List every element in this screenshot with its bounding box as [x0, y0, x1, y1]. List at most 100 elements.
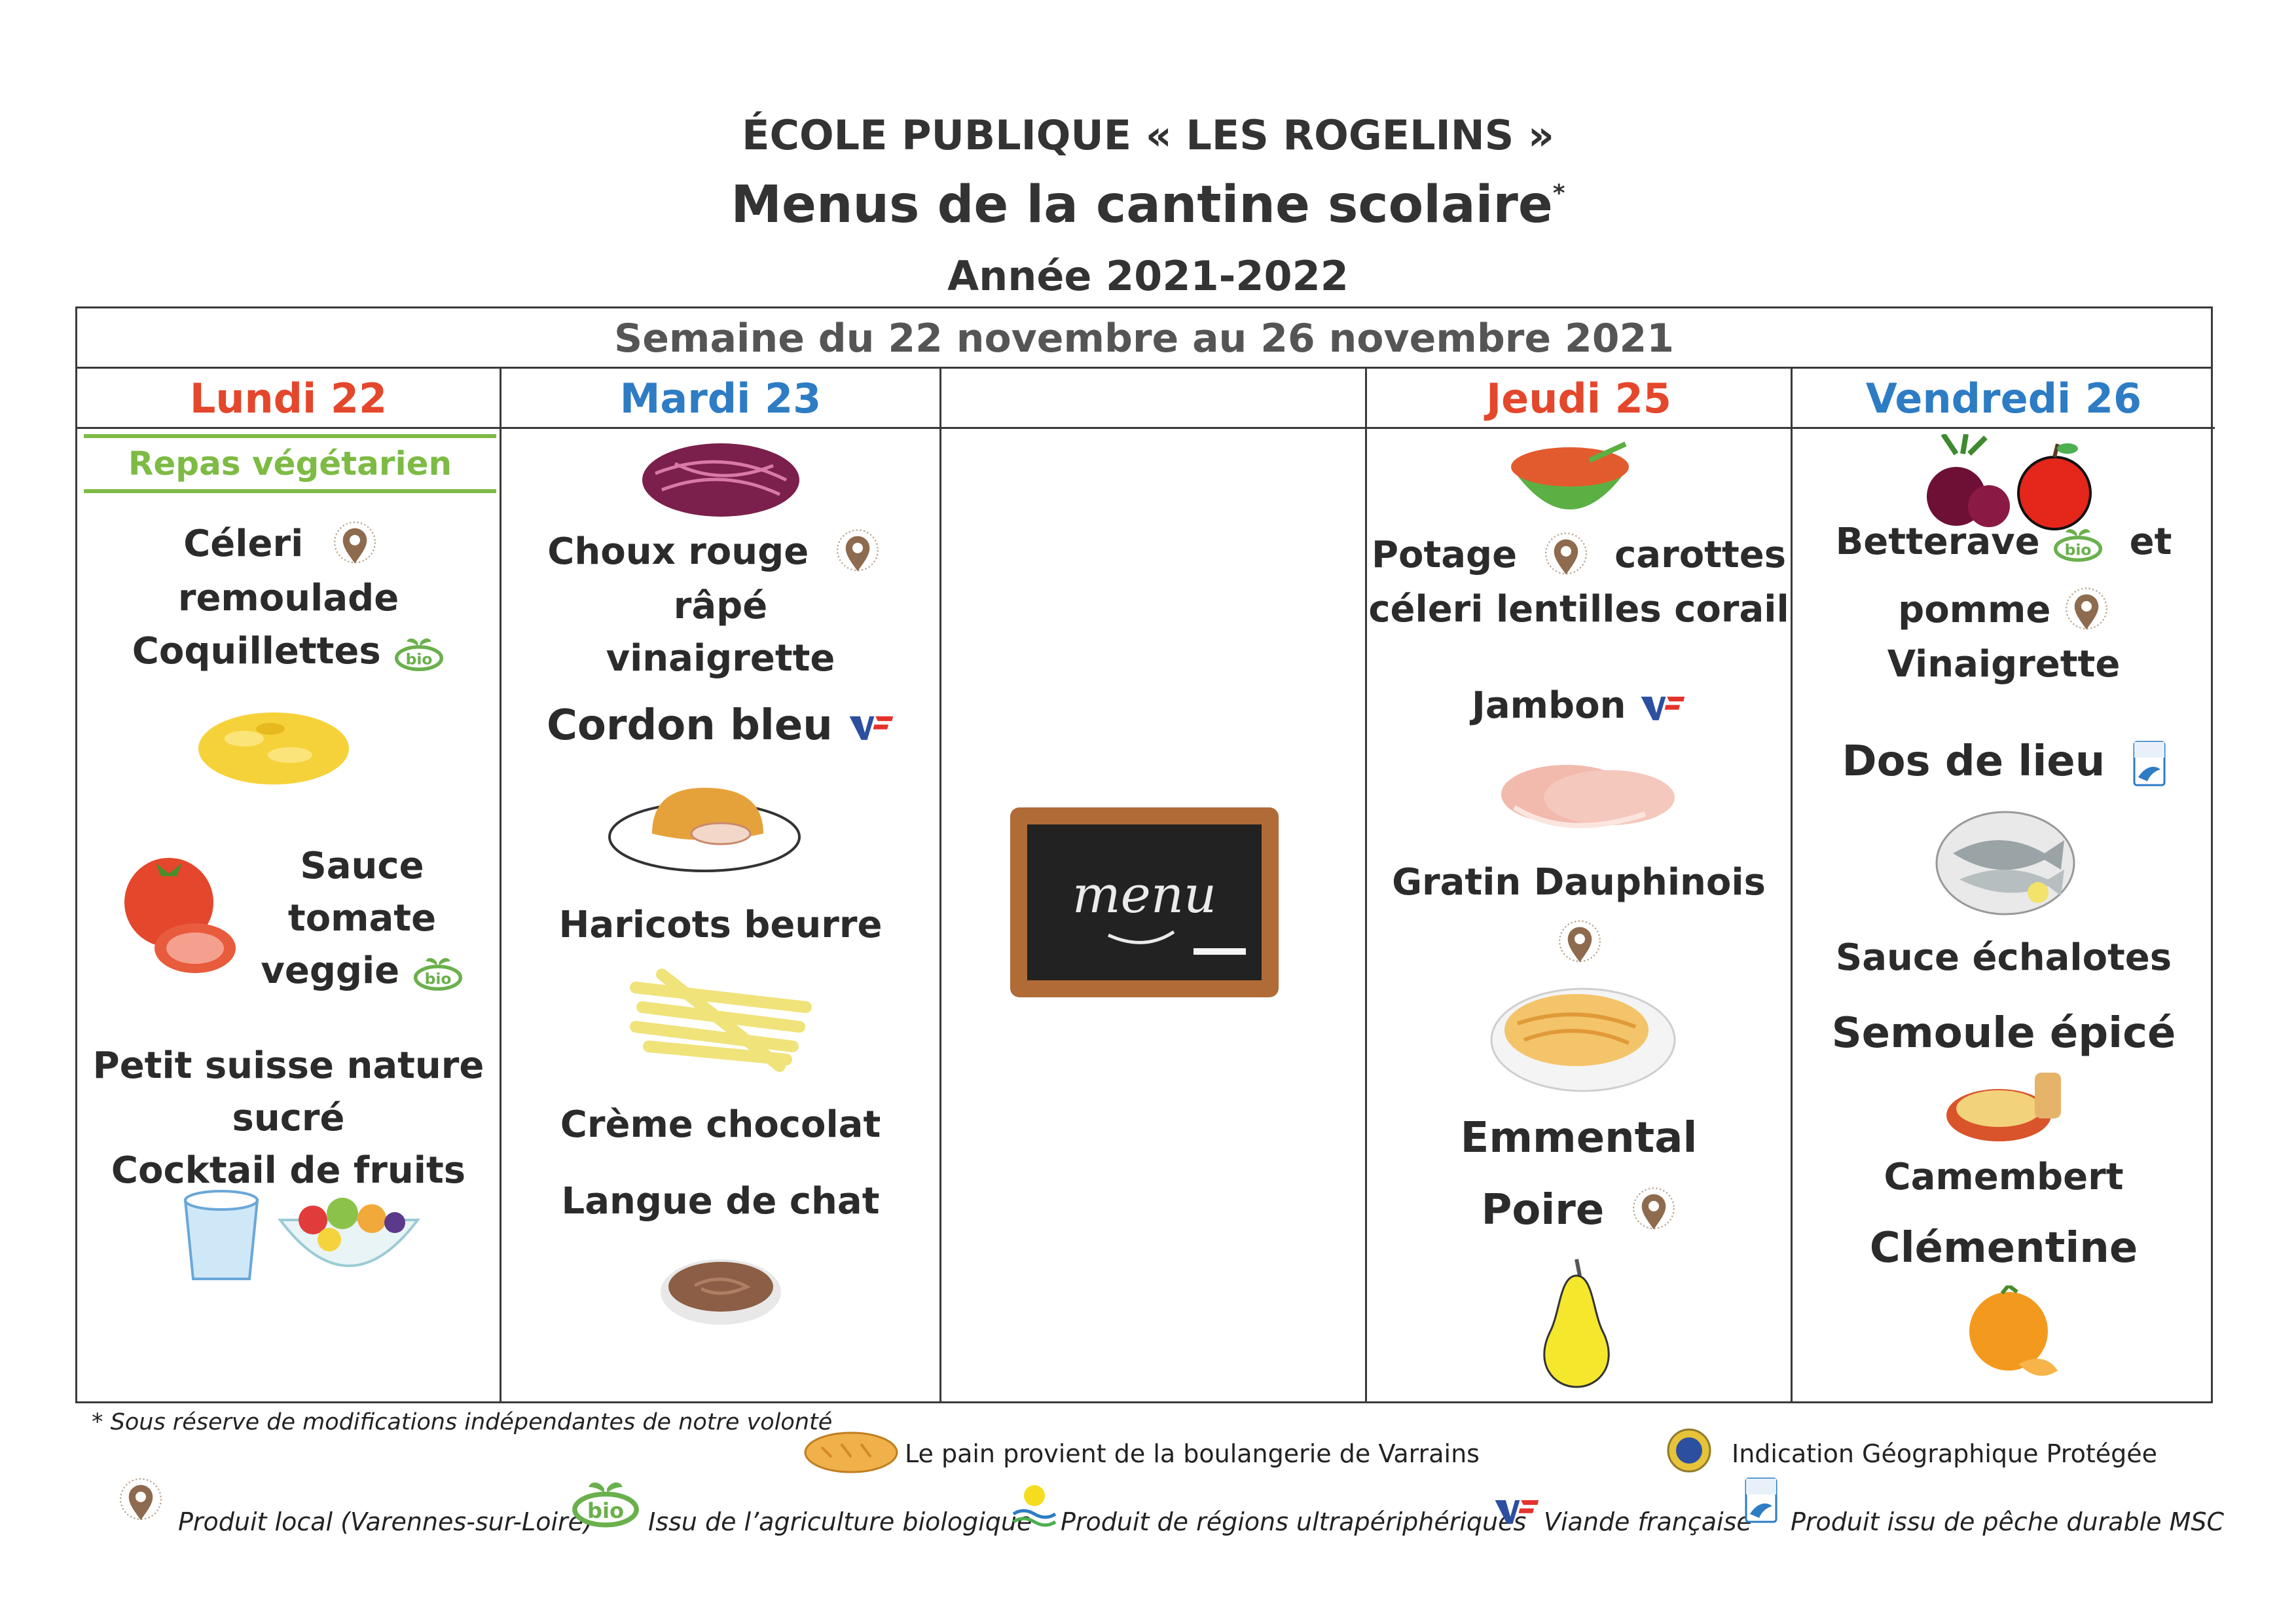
day-header-friday: Vendredi 26 — [1793, 369, 2215, 429]
dish-text: Petit suisse nature — [77, 1040, 500, 1092]
dish-creme-chocolat: Crème chocolat — [501, 1099, 939, 1151]
dish-gratin: Gratin Dauphinois — [1367, 857, 1791, 909]
dish-sauce-echalotes: Sauce échalotes — [1793, 932, 2215, 984]
dish-sauce: Sauce tomate veggie — [238, 840, 486, 997]
pasta-icon — [192, 699, 355, 791]
tomato-icon — [117, 850, 241, 981]
dish-camembert: Camembert — [1793, 1151, 2215, 1204]
dish-dos-de-lieu: Dos de lieu — [1793, 735, 2215, 788]
dish-text: Dos de lieu — [1842, 737, 2105, 786]
dish-text: pomme — [1898, 589, 2050, 631]
dish-text: Choux rouge — [547, 530, 809, 573]
dish-text: veggie — [238, 945, 486, 997]
location-pin-icon — [2064, 586, 2109, 638]
dish-text: céleri lentilles corail — [1367, 583, 1791, 636]
fish-dish-icon — [1933, 807, 2077, 919]
msc-fish-icon — [2133, 740, 2166, 787]
location-pin-icon — [332, 520, 378, 572]
legend-igp: Indication Géographique Protégée — [1732, 1439, 2157, 1468]
location-pin-icon — [835, 528, 881, 580]
page-title: Menus de la cantine scolaire* — [0, 175, 2296, 234]
column-friday: Vendredi 26 Betterave et pomme Vinaigret… — [1793, 369, 2215, 1403]
location-pin-icon — [118, 1477, 164, 1529]
dish-text: Betterave — [1836, 521, 2040, 563]
dish-text: carottes — [1614, 534, 1786, 576]
dish-text: Vinaigrette — [1793, 638, 2215, 691]
dish-cordon-bleu: Cordon bleu — [501, 699, 939, 752]
dish-text: Jambon — [1472, 684, 1626, 727]
column-monday: Lundi 22 Repas végétarien Céleri remoula… — [77, 369, 501, 1403]
legend-bread: Le pain provient de la boulangerie de Va… — [905, 1439, 1480, 1468]
school-name: ÉCOLE PUBLIQUE « LES ROGELINS » — [0, 111, 2296, 159]
dish-line: Potage carottes — [1367, 529, 1791, 583]
column-thursday: Jeudi 25 Potage carottes céleri lentille… — [1367, 369, 1793, 1403]
bio-label-icon — [412, 955, 464, 991]
vegetarian-banner: Repas végétarien — [84, 434, 496, 493]
igp-seal-icon — [1666, 1428, 1712, 1473]
dish-coquillettes: Coquillettes — [77, 625, 500, 678]
bio-label-icon — [393, 635, 445, 672]
week-range: Semaine du 22 novembre au 26 novembre 20… — [77, 308, 2211, 369]
legend-vf: Viande française — [1544, 1507, 1752, 1536]
dish-text: Céleri — [183, 523, 303, 565]
dish-text: et — [2130, 521, 2172, 563]
dish-text: vinaigrette — [501, 633, 939, 685]
day-header-thursday: Jeudi 25 — [1367, 369, 1791, 429]
dish-jambon: Jambon — [1367, 680, 1791, 732]
ham-icon — [1488, 748, 1685, 847]
day-header-monday: Lundi 22 — [77, 369, 500, 429]
bio-label-icon — [2052, 526, 2104, 563]
dish-potage: Potage carottes céleri lentilles corail — [1367, 529, 1791, 636]
legend-bio: Issu de l’agriculture biologique — [648, 1507, 1032, 1536]
blackboard-icon: menu — [1004, 801, 1285, 1004]
column-tuesday: Mardi 23 Choux rouge râpé vinaigrette Co… — [501, 369, 941, 1403]
dish-text: sucré — [77, 1092, 500, 1145]
dish-line: Choux rouge râpé — [501, 526, 939, 633]
dish-haricots: Haricots beurre — [501, 899, 939, 951]
title-asterisk: * — [1553, 180, 1565, 207]
clementine-icon — [1959, 1285, 2064, 1384]
cordon-bleu-plate-icon — [606, 775, 803, 873]
title-text: Menus de la cantine scolaire — [731, 175, 1552, 234]
dish-text: Sauce — [238, 840, 486, 893]
footnote: * Sous réserve de modifications indépend… — [92, 1409, 832, 1435]
location-pin-icon — [1557, 919, 1603, 971]
dish-text: Potage — [1372, 534, 1517, 576]
viande-francaise-icon — [1493, 1496, 1540, 1526]
dish-semoule: Semoule épicé — [1793, 1007, 2215, 1060]
dish-text: tomate — [238, 893, 486, 945]
legend-local: Produit local (Varennes-sur-Loire) — [178, 1507, 593, 1536]
msc-fish-icon — [1745, 1477, 1777, 1524]
legend-rup: Produit de régions ultrapériphériques — [1061, 1507, 1526, 1536]
column-wednesday: menu — [941, 369, 1367, 1403]
dish-celeri: Céleri remoulade — [77, 518, 500, 625]
blackboard-text: menu — [1072, 866, 1217, 925]
dish-poire: Poire — [1367, 1184, 1791, 1238]
legend-msc: Produit issu de pêche durable MSC — [1791, 1507, 2224, 1536]
dish-langue-de-chat: Langue de chat — [501, 1175, 939, 1228]
school-year: Année 2021-2022 — [0, 252, 2296, 300]
fruit-salad-icon — [274, 1181, 424, 1292]
day-header-tuesday: Mardi 23 — [501, 369, 939, 429]
location-pin-icon — [1543, 531, 1589, 583]
menu-table: Semaine du 22 novembre au 26 novembre 20… — [75, 306, 2213, 1403]
dish-emmental: Emmental — [1367, 1112, 1791, 1164]
pear-icon — [1527, 1246, 1626, 1390]
chocolate-cream-icon — [655, 1253, 786, 1338]
dish-text: Coquillettes — [132, 630, 381, 673]
dish-text: remoulade — [178, 577, 399, 619]
dish-dessert: Petit suisse nature sucré Cocktail de fr… — [77, 1040, 500, 1197]
location-pin-icon — [1631, 1186, 1677, 1238]
gratin-dish-icon — [1485, 978, 1681, 1096]
dish-choux-rouge: Choux rouge râpé vinaigrette — [501, 526, 939, 685]
bio-label-icon — [570, 1479, 642, 1528]
dish-betterave: Betterave et pomme Vinaigrette — [1793, 516, 2215, 691]
dish-line: Betterave et — [1793, 516, 2215, 568]
red-cabbage-icon — [636, 434, 806, 523]
dish-line: pomme — [1793, 584, 2215, 638]
dish-text: Poire — [1481, 1186, 1604, 1234]
yogurt-pot-icon — [179, 1187, 264, 1285]
soup-bowl-icon — [1504, 441, 1635, 526]
dish-text: râpé — [674, 585, 767, 627]
wax-beans-icon — [623, 961, 819, 1073]
